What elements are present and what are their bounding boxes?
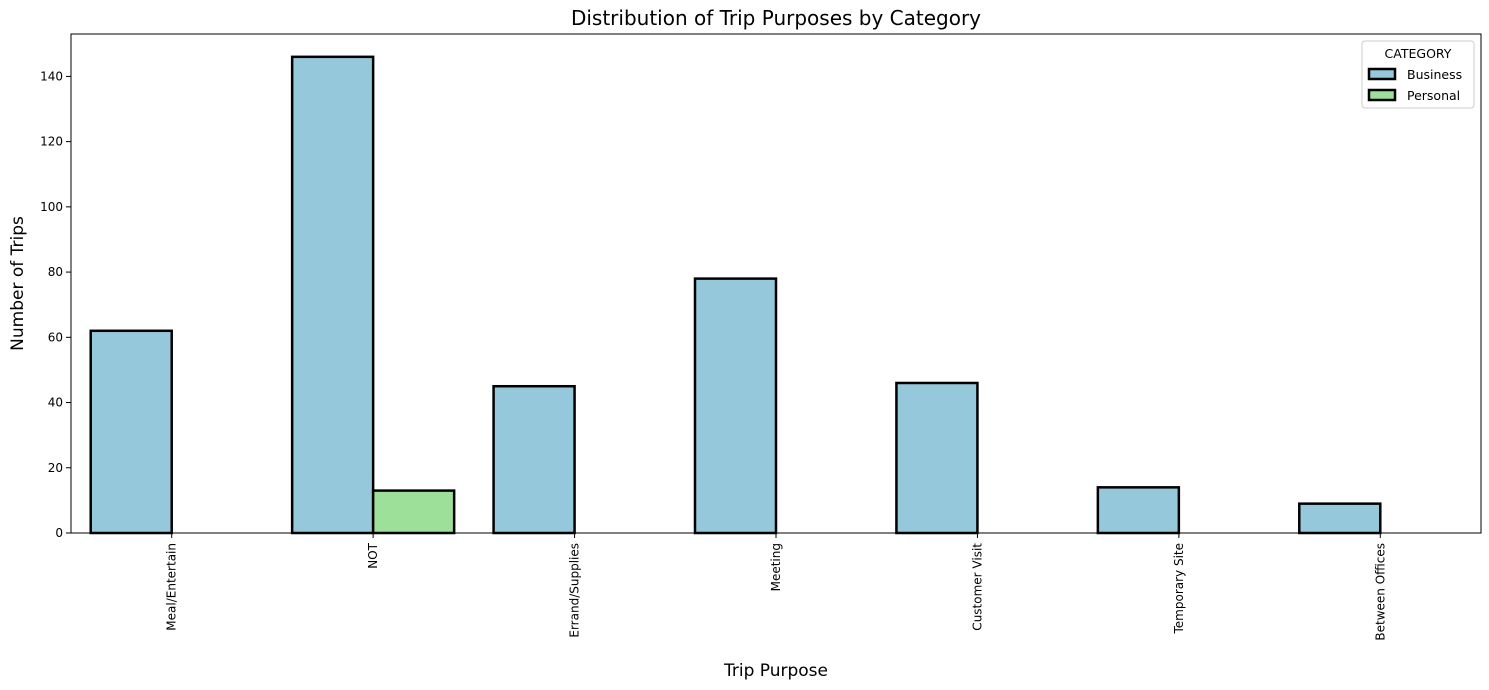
y-tick-label: 20 — [48, 461, 63, 475]
y-tick-label: 0 — [55, 526, 63, 540]
legend-swatch-business — [1367, 67, 1397, 81]
y-tick-label: 100 — [40, 200, 63, 214]
y-axis: 0 20 40 60 80 100 120 140 — [40, 69, 71, 540]
x-tick-label: NOT — [366, 542, 380, 568]
chart-title: Distribution of Trip Purposes by Categor… — [571, 6, 981, 30]
y-tick-label: 60 — [48, 330, 63, 344]
x-tick-label: Meeting — [769, 543, 783, 591]
x-tick-label: Meal/Entertain — [165, 543, 179, 631]
y-tick-label: 40 — [48, 396, 63, 410]
bar-business-5 — [1096, 486, 1181, 535]
legend-title: CATEGORY — [1385, 46, 1452, 61]
bar-business-6 — [1298, 502, 1382, 535]
y-tick-label: 120 — [40, 135, 63, 149]
legend-label-business: Business — [1407, 67, 1462, 82]
legend-swatch-personal — [1367, 88, 1397, 102]
legend-label-personal: Personal — [1407, 88, 1460, 103]
plot-frame — [70, 33, 1482, 534]
legend: CATEGORY Business Personal — [1361, 40, 1475, 109]
x-tick-label: Customer Visit — [970, 543, 984, 631]
x-tick-label: Errand/Supplies — [568, 543, 582, 638]
x-axis: Meal/Entertain NOT Errand/Supplies Meeting C… — [165, 533, 1387, 641]
bar-business-3 — [693, 277, 778, 535]
bar-business-0 — [89, 329, 173, 535]
y-tick-label: 140 — [40, 69, 63, 83]
bars-group — [89, 55, 1382, 535]
bar-personal-1 — [371, 489, 456, 535]
x-tick-label: Temporary Site — [1172, 543, 1186, 635]
bar-business-1 — [290, 55, 375, 535]
x-tick-label: Between Offices — [1373, 543, 1387, 641]
y-axis-title: Number of Trips — [8, 216, 28, 351]
y-tick-label: 80 — [48, 265, 63, 279]
bar-business-2 — [492, 384, 576, 535]
x-axis-title: Trip Purpose — [723, 661, 828, 681]
bar-business-4 — [895, 381, 979, 535]
